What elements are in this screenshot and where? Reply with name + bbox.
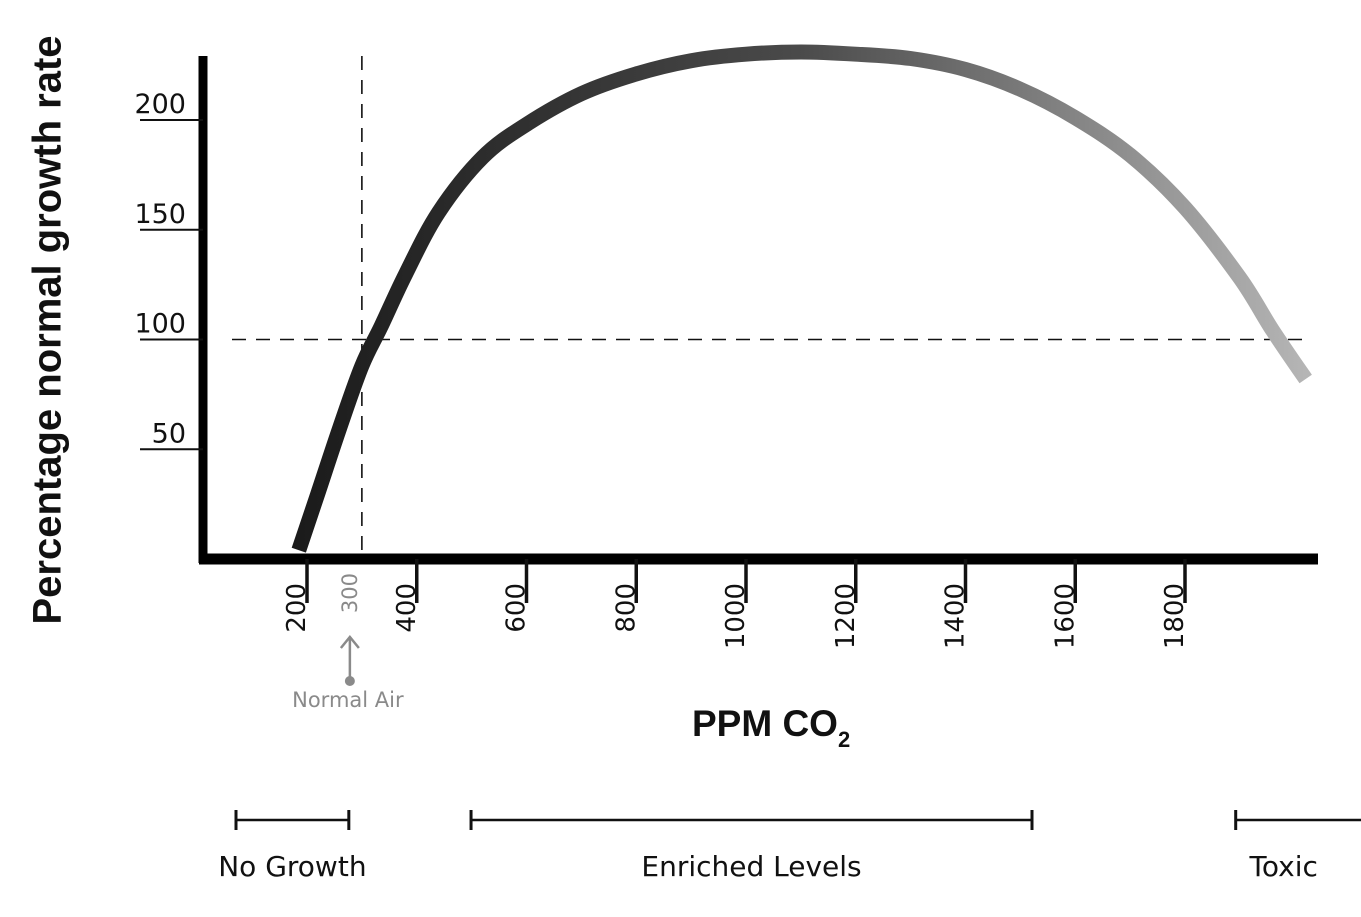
normal-air-arrow-dot [344, 676, 355, 686]
y-axis-label: Percentage normal growth rate [26, 35, 70, 624]
x-axis-label-subscript: 2 [838, 727, 850, 752]
range-enriched-levels: Enriched Levels [469, 810, 1034, 883]
normal-air-annotation: 300 Normal Air [292, 573, 404, 712]
axes [198, 56, 1318, 565]
x-tick-label-200: 200 [282, 583, 312, 633]
y-tick-label-50: 50 [152, 418, 186, 449]
x-tick-label-1400: 1400 [941, 583, 971, 649]
range-label-2: Toxic [1249, 850, 1318, 883]
y-tick-label-150: 150 [134, 199, 186, 230]
y-tick-label-100: 100 [134, 309, 186, 340]
range-no-growth: No Growth [218, 810, 367, 883]
growth-curve-line [291, 44, 1312, 553]
normal-air-arrow-head-icon [339, 635, 360, 649]
reference-lines [232, 56, 1308, 559]
range-label-1: Enriched Levels [641, 850, 861, 883]
x-tick-label-600: 600 [502, 583, 532, 633]
growth-curve-layer [291, 44, 1312, 553]
normal-air-tick-label: 300 [338, 573, 362, 613]
x-axis-label-main: PPM CO [692, 703, 838, 744]
normal-air-label: Normal Air [292, 688, 404, 712]
x-tick-label-1000: 1000 [721, 583, 751, 649]
y-tick-label-200: 200 [134, 89, 186, 120]
x-axis-label: PPM CO2 [692, 703, 850, 752]
range-toxic: Toxic [1234, 810, 1361, 883]
y-ticks: 50 100 150 200 [134, 89, 203, 451]
x-tick-label-1800: 1800 [1160, 583, 1190, 649]
x-tick-label-400: 400 [392, 583, 422, 633]
x-tick-label-1200: 1200 [831, 583, 861, 649]
range-label-0: No Growth [218, 850, 366, 883]
x-tick-label-800: 800 [611, 583, 641, 633]
range-legend: No Growth Enriched Levels Toxic [218, 810, 1361, 883]
x-ticks: 200 400 600 800 1000 1200 1400 1600 1800 [282, 559, 1190, 649]
x-tick-label-1600: 1600 [1050, 583, 1080, 649]
